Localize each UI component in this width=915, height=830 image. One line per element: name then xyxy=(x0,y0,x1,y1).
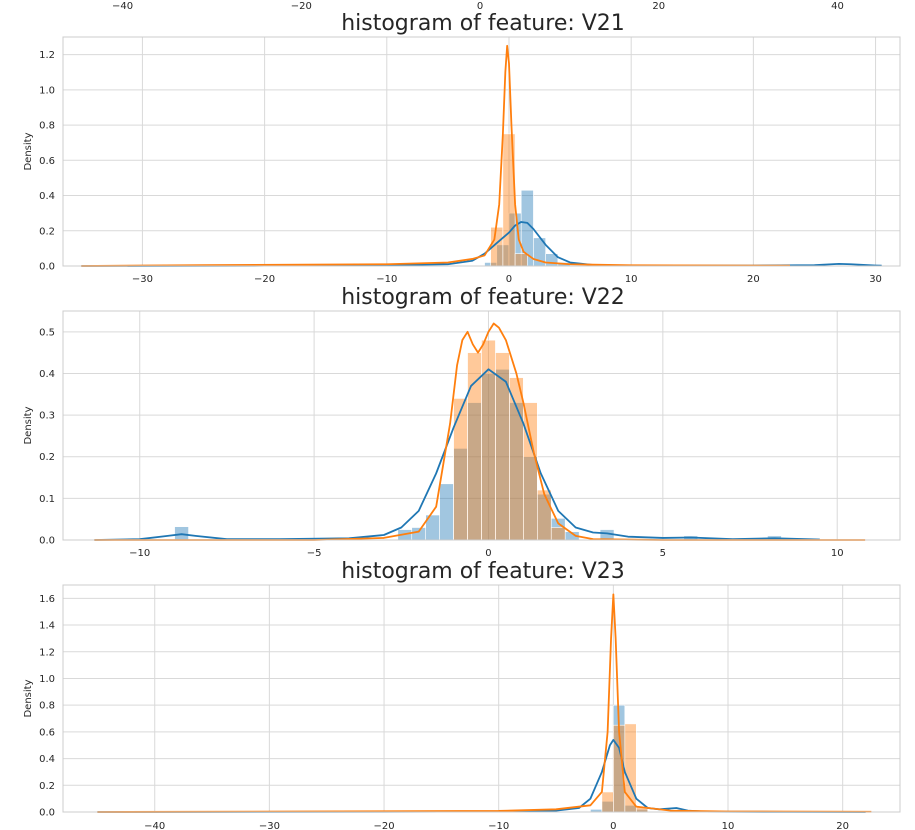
y-tick-label: 1.6 xyxy=(39,594,55,605)
top-strip-tick-label: −40 xyxy=(112,1,133,12)
plot-area xyxy=(63,585,900,812)
x-tick-label: 0 xyxy=(506,274,512,285)
y-tick-label: 0.6 xyxy=(39,727,55,738)
kde-line-blue xyxy=(94,368,820,541)
y-tick-label: 0.4 xyxy=(39,754,55,765)
histogram-bar xyxy=(439,483,454,541)
histogram-bar xyxy=(550,527,566,541)
plot-frame xyxy=(62,584,901,813)
x-tick-label: 5 xyxy=(660,548,666,559)
histogram-bar xyxy=(536,489,552,541)
x-tick-label: 10 xyxy=(722,821,735,830)
y-tick-label: 0.8 xyxy=(39,701,55,712)
y-tick-label: 1.2 xyxy=(39,647,55,658)
y-tick-label: 1.0 xyxy=(39,85,55,96)
histogram-bar xyxy=(411,527,426,541)
x-tick-label: −10 xyxy=(129,548,150,559)
y-tick-label: 0.0 xyxy=(39,536,55,547)
y-tick-label: 0.1 xyxy=(39,494,55,505)
top-strip-tick-label: 20 xyxy=(652,1,665,12)
x-tick-label: 30 xyxy=(869,274,882,285)
chart-panel-2: −10 −5 0 5 10 0.0 0.1 0.2 0.3 0.4 0.5 Density histog… xyxy=(23,285,901,559)
plot-frame xyxy=(62,310,901,541)
plot-frame xyxy=(62,36,901,267)
histogram-bar xyxy=(495,352,510,541)
histogram-bar xyxy=(601,791,614,813)
x-tick-label: 20 xyxy=(747,274,760,285)
kde-line-orange xyxy=(81,44,791,267)
plot-area xyxy=(63,37,900,266)
x-tick-label: 10 xyxy=(831,548,844,559)
chart-title: histogram of feature: V23 xyxy=(341,559,625,584)
top-strip-tick-label: −20 xyxy=(291,1,312,12)
y-tick-label: 0.0 xyxy=(39,262,55,273)
y-axis-label: Density xyxy=(23,132,34,170)
y-tick-label: 0.3 xyxy=(39,411,55,422)
x-tick-label: −20 xyxy=(254,274,275,285)
kde-line-blue xyxy=(81,221,882,267)
chart-title: histogram of feature: V22 xyxy=(341,285,625,310)
kde-line-orange xyxy=(97,593,872,813)
chart-title: histogram of feature: V21 xyxy=(341,11,625,36)
x-tick-label: −30 xyxy=(132,274,153,285)
histogram-bar xyxy=(514,253,528,267)
x-tick-label: 0 xyxy=(610,821,616,830)
y-tick-label: 0.4 xyxy=(39,191,55,202)
y-axis-label: Density xyxy=(23,406,34,444)
top-strip-tick-label: 0 xyxy=(477,1,483,12)
y-tick-label: 1.4 xyxy=(39,621,55,632)
y-tick-label: 1.2 xyxy=(39,50,55,61)
x-tick-label: −5 xyxy=(307,548,322,559)
x-tick-label: −30 xyxy=(259,821,280,830)
y-tick-label: 0.4 xyxy=(39,369,55,380)
x-tick-label: 0 xyxy=(485,548,491,559)
x-tick-label: −40 xyxy=(144,821,165,830)
y-tick-label: 0.8 xyxy=(39,121,55,132)
y-tick-label: 0.0 xyxy=(39,808,55,819)
histogram-bar xyxy=(453,398,468,541)
histogram-bar xyxy=(523,402,538,541)
chart-panel-1: −30 −20 −10 0 10 20 30 0.0 0.2 0.4 0.6 0.8 1.0 1.2 Den… xyxy=(23,11,901,285)
y-tick-label: 0.5 xyxy=(39,327,55,338)
histogram-bar xyxy=(467,352,482,541)
y-tick-label: 0.2 xyxy=(39,781,55,792)
chart-panel-3: −40 −30 −20 −10 0 10 20 0.0 0.2 0.4 0.6 0.8 1.0 1.2 1.… xyxy=(23,559,901,830)
x-tick-label: −10 xyxy=(376,274,397,285)
y-tick-label: 0.6 xyxy=(39,156,55,167)
y-tick-label: 0.2 xyxy=(39,226,55,237)
y-tick-label: 0.2 xyxy=(39,452,55,463)
top-strip-tick-label: 40 xyxy=(831,1,844,12)
x-tick-label: −10 xyxy=(488,821,509,830)
x-tick-label: −20 xyxy=(373,821,394,830)
histogram-bar xyxy=(509,377,524,541)
y-tick-label: 1.0 xyxy=(39,674,55,685)
x-tick-label: 10 xyxy=(625,274,638,285)
y-axis-label: Density xyxy=(23,679,34,717)
x-tick-label: 20 xyxy=(836,821,849,830)
series-orange xyxy=(453,339,566,541)
kde-line-orange xyxy=(94,322,866,541)
